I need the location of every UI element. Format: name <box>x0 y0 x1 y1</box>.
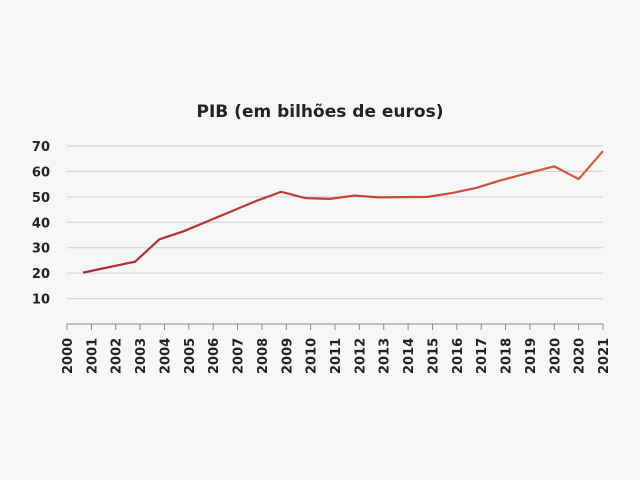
y-tick-label: 30 <box>32 242 50 257</box>
x-tick-label: 2017 <box>475 338 490 374</box>
y-tick-label: 10 <box>32 293 50 308</box>
x-tick-label: 2020 <box>548 338 563 374</box>
x-tick-label: 2019 <box>524 338 539 374</box>
x-tick-label: 2003 <box>134 338 149 374</box>
x-tick-label: 2009 <box>280 338 295 374</box>
series-line-pib <box>82 150 604 274</box>
y-tick-label: 70 <box>32 140 50 155</box>
x-tick-label: 2007 <box>232 338 247 374</box>
x-tick-label: 2012 <box>353 338 368 374</box>
x-tick-label: 2001 <box>85 338 100 374</box>
x-tick-label: 2005 <box>183 338 198 374</box>
x-tick-label: 2011 <box>329 338 344 374</box>
y-tick-label: 60 <box>32 165 50 180</box>
x-tick-label: 2018 <box>500 338 515 374</box>
x-tick-label: 2008 <box>256 338 271 374</box>
x-tick-label: 2004 <box>158 338 173 374</box>
chart-title: PIB (em bilhões de euros) <box>196 102 444 122</box>
x-tick-label: 2015 <box>426 338 441 374</box>
x-tick-label: 2000 <box>61 338 76 374</box>
x-tick-label: 2020 <box>573 338 588 374</box>
x-tick-label: 2010 <box>305 338 320 374</box>
x-tick-label: 2014 <box>402 338 417 374</box>
x-tick-label: 2013 <box>378 338 393 374</box>
y-tick-label: 50 <box>32 191 50 206</box>
x-tick-label: 2016 <box>451 338 466 374</box>
y-tick-label: 20 <box>32 267 50 282</box>
x-tick-label: 2002 <box>110 338 125 374</box>
y-tick-label: 40 <box>32 216 50 231</box>
x-tick-label: 2006 <box>207 338 222 374</box>
x-tick-label: 2021 <box>597 338 612 374</box>
